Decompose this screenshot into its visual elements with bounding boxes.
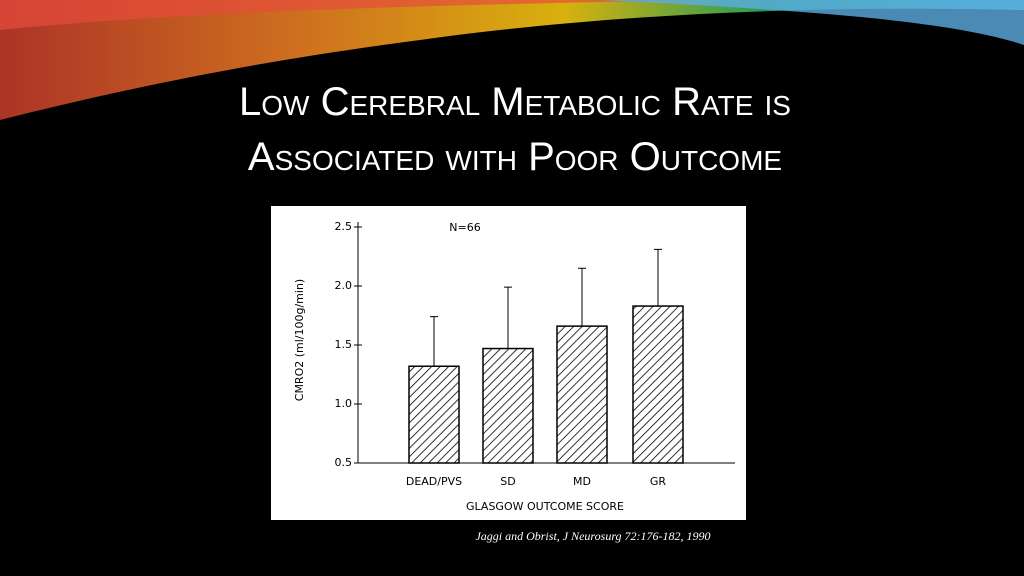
bar: [632, 305, 684, 464]
y-tick-label: 2.0: [335, 279, 353, 292]
y-tick-label: 1.5: [335, 338, 353, 351]
decor-streak: [0, 0, 1024, 120]
annotation: N=66: [449, 221, 480, 234]
bar: [408, 365, 460, 464]
error-bar: [654, 248, 662, 307]
x-axis-label: GLASGOW OUTCOME SCORE: [466, 500, 624, 513]
citation: Jaggi and Obrist, J Neurosurg 72:176-182…: [475, 529, 710, 543]
error-bar: [504, 286, 512, 349]
y-tick-label: 0.5: [335, 456, 353, 469]
x-tick-label: GR: [650, 475, 667, 488]
x-tick-label: SD: [500, 475, 515, 488]
x-tick-label: MD: [573, 475, 591, 488]
bar: [556, 325, 608, 464]
chart: N=66 CMRO2 (ml/100g/min) GLASGOW OUTCOME…: [271, 206, 746, 520]
x-tick-label: DEAD/PVS: [406, 475, 462, 488]
error-bar: [430, 316, 438, 367]
decor-streak: [600, 0, 1024, 45]
error-bar: [578, 267, 586, 327]
decor-streak: [0, 0, 700, 30]
y-axis-label: CMRO2 (ml/100g/min): [293, 279, 306, 401]
y-tick-label: 1.0: [335, 397, 353, 410]
slide-title: Associated with Poor Outcome: [248, 135, 782, 179]
slide-title: Low Cerebral Metabolic Rate is: [239, 80, 791, 124]
bar: [482, 347, 534, 464]
y-tick-label: 2.5: [335, 220, 353, 233]
